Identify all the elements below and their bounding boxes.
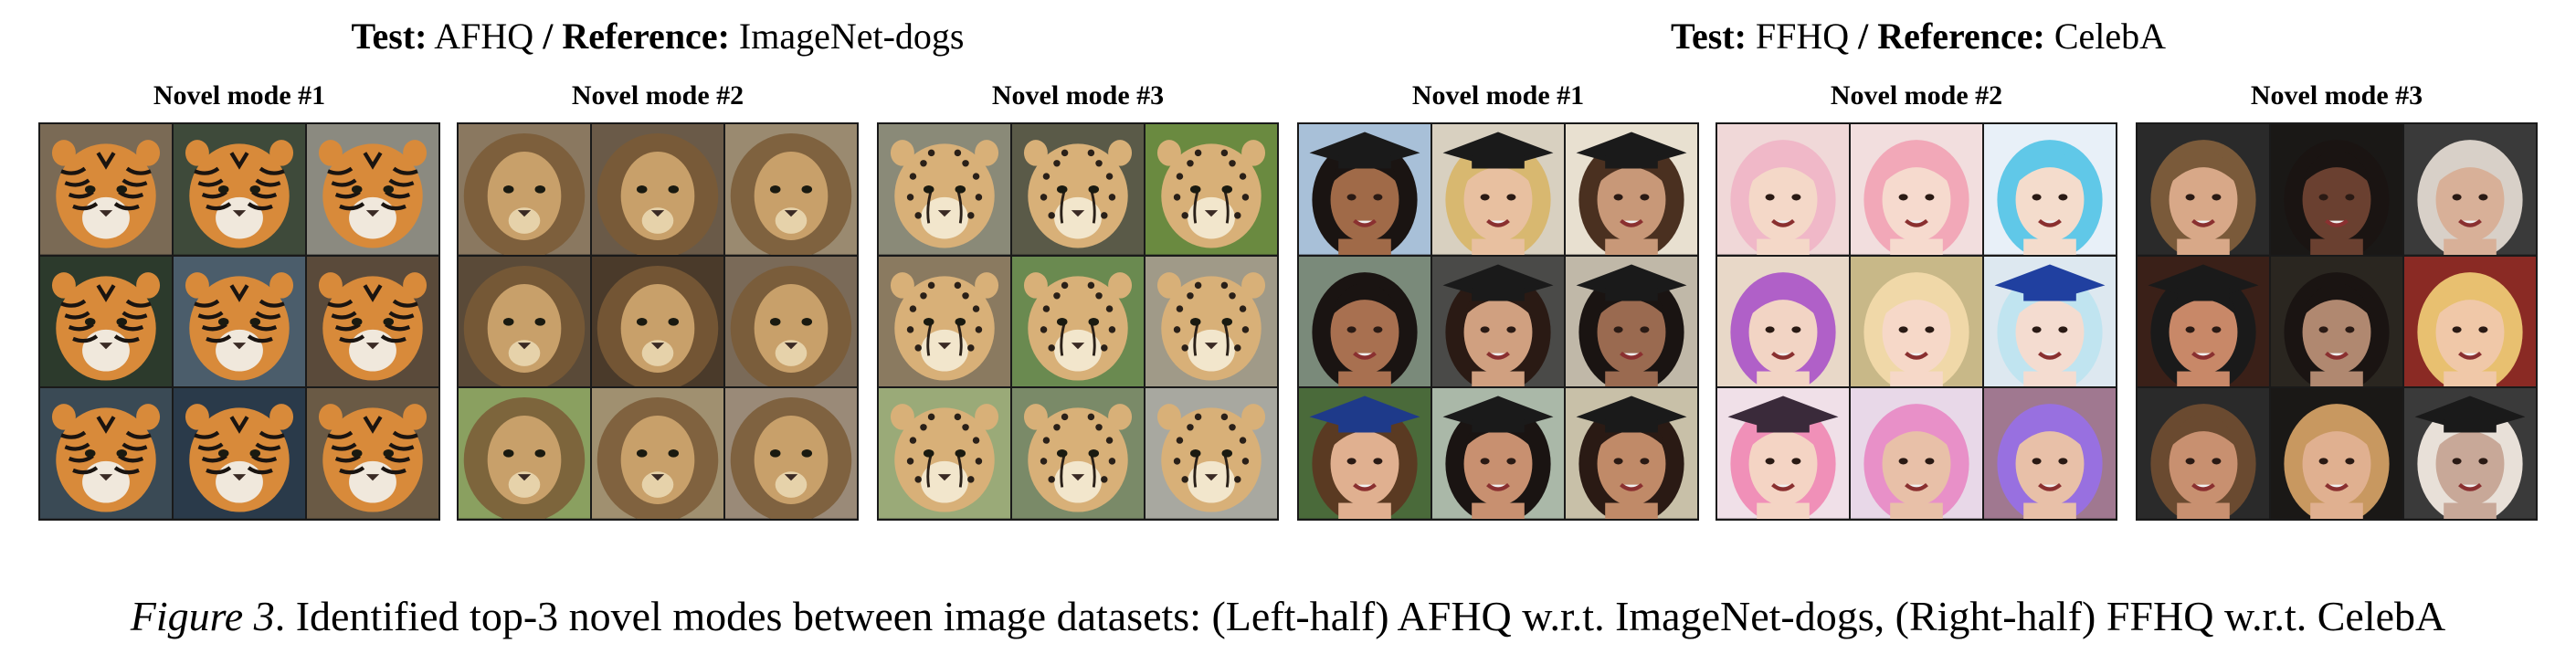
cheetah-image-tile — [1145, 388, 1277, 519]
celebrity-image-tile — [2404, 256, 2536, 387]
celebrity-image-tile — [2404, 124, 2536, 255]
right-mode-2-image-grid — [1716, 122, 2117, 521]
figure-label: Figure 3 — [130, 593, 275, 639]
cosplay-image-tile — [1717, 256, 1849, 387]
figure-caption: Figure 3. Identified top-3 novel modes b… — [0, 592, 2576, 640]
tiger-image-tile — [307, 124, 438, 255]
lion-image-tile — [459, 124, 590, 255]
right-mode-1-label: Novel mode #1 — [1411, 80, 1585, 111]
cheetah-image-tile — [879, 256, 1010, 387]
cheetah-image-tile — [1145, 124, 1277, 255]
celebrity-image-tile — [2138, 256, 2269, 387]
celebrity-image-tile — [2271, 124, 2402, 255]
tiger-image-tile — [307, 256, 438, 387]
cosplay-image-tile — [1984, 124, 2116, 255]
cheetah-image-tile — [1012, 124, 1144, 255]
cosplay-image-tile — [1851, 388, 1982, 519]
lion-image-tile — [725, 256, 857, 387]
graduate-image-tile — [1299, 124, 1431, 255]
tiger-image-tile — [174, 124, 305, 255]
left-mode-1-image-grid — [38, 122, 440, 521]
graduate-image-tile — [1566, 124, 1697, 255]
cosplay-image-tile — [1717, 124, 1849, 255]
cheetah-image-tile — [1145, 256, 1277, 387]
lion-image-tile — [725, 124, 857, 255]
right-mode-3-label: Novel mode #3 — [2250, 80, 2423, 111]
graduate-image-tile — [1432, 124, 1564, 255]
caption-text: . Identified top-3 novel modes between i… — [274, 593, 2446, 639]
cosplay-image-tile — [1984, 256, 2116, 387]
lion-image-tile — [725, 388, 857, 519]
lion-image-tile — [459, 256, 590, 387]
cheetah-image-tile — [879, 388, 1010, 519]
celebrity-image-tile — [2138, 124, 2269, 255]
graduate-image-tile — [1432, 388, 1564, 519]
right-mode-3-image-grid — [2136, 122, 2538, 521]
cheetah-image-tile — [1012, 256, 1144, 387]
celebrity-image-tile — [2138, 388, 2269, 519]
lion-image-tile — [459, 388, 590, 519]
tiger-image-tile — [40, 124, 172, 255]
graduate-image-tile — [1299, 256, 1431, 387]
graduate-image-tile — [1432, 256, 1564, 387]
cosplay-image-tile — [1851, 124, 1982, 255]
left-mode-2-label: Novel mode #2 — [571, 80, 744, 111]
cheetah-image-tile — [1012, 388, 1144, 519]
left-mode-3-image-grid — [877, 122, 1279, 521]
tiger-image-tile — [174, 388, 305, 519]
tiger-image-tile — [307, 388, 438, 519]
tiger-image-tile — [40, 388, 172, 519]
left-mode-3-label: Novel mode #3 — [991, 80, 1165, 111]
cosplay-image-tile — [1717, 388, 1849, 519]
celebrity-image-tile — [2271, 256, 2402, 387]
cosplay-image-tile — [1851, 256, 1982, 387]
celebrity-image-tile — [2404, 388, 2536, 519]
cheetah-image-tile — [879, 124, 1010, 255]
cosplay-image-tile — [1984, 388, 2116, 519]
lion-image-tile — [592, 124, 723, 255]
graduate-image-tile — [1299, 388, 1431, 519]
left-mode-2-image-grid — [457, 122, 859, 521]
graduate-image-tile — [1566, 256, 1697, 387]
graduate-image-tile — [1566, 388, 1697, 519]
left-group-title: Test: AFHQ / Reference: ImageNet-dogs — [351, 16, 965, 57]
left-mode-1-label: Novel mode #1 — [153, 80, 326, 111]
tiger-image-tile — [174, 256, 305, 387]
right-group-title: Test: FFHQ / Reference: CelebA — [1670, 16, 2167, 57]
lion-image-tile — [592, 388, 723, 519]
celebrity-image-tile — [2271, 388, 2402, 519]
right-mode-2-label: Novel mode #2 — [1830, 80, 2003, 111]
right-mode-1-image-grid — [1297, 122, 1699, 521]
lion-image-tile — [592, 256, 723, 387]
tiger-image-tile — [40, 256, 172, 387]
